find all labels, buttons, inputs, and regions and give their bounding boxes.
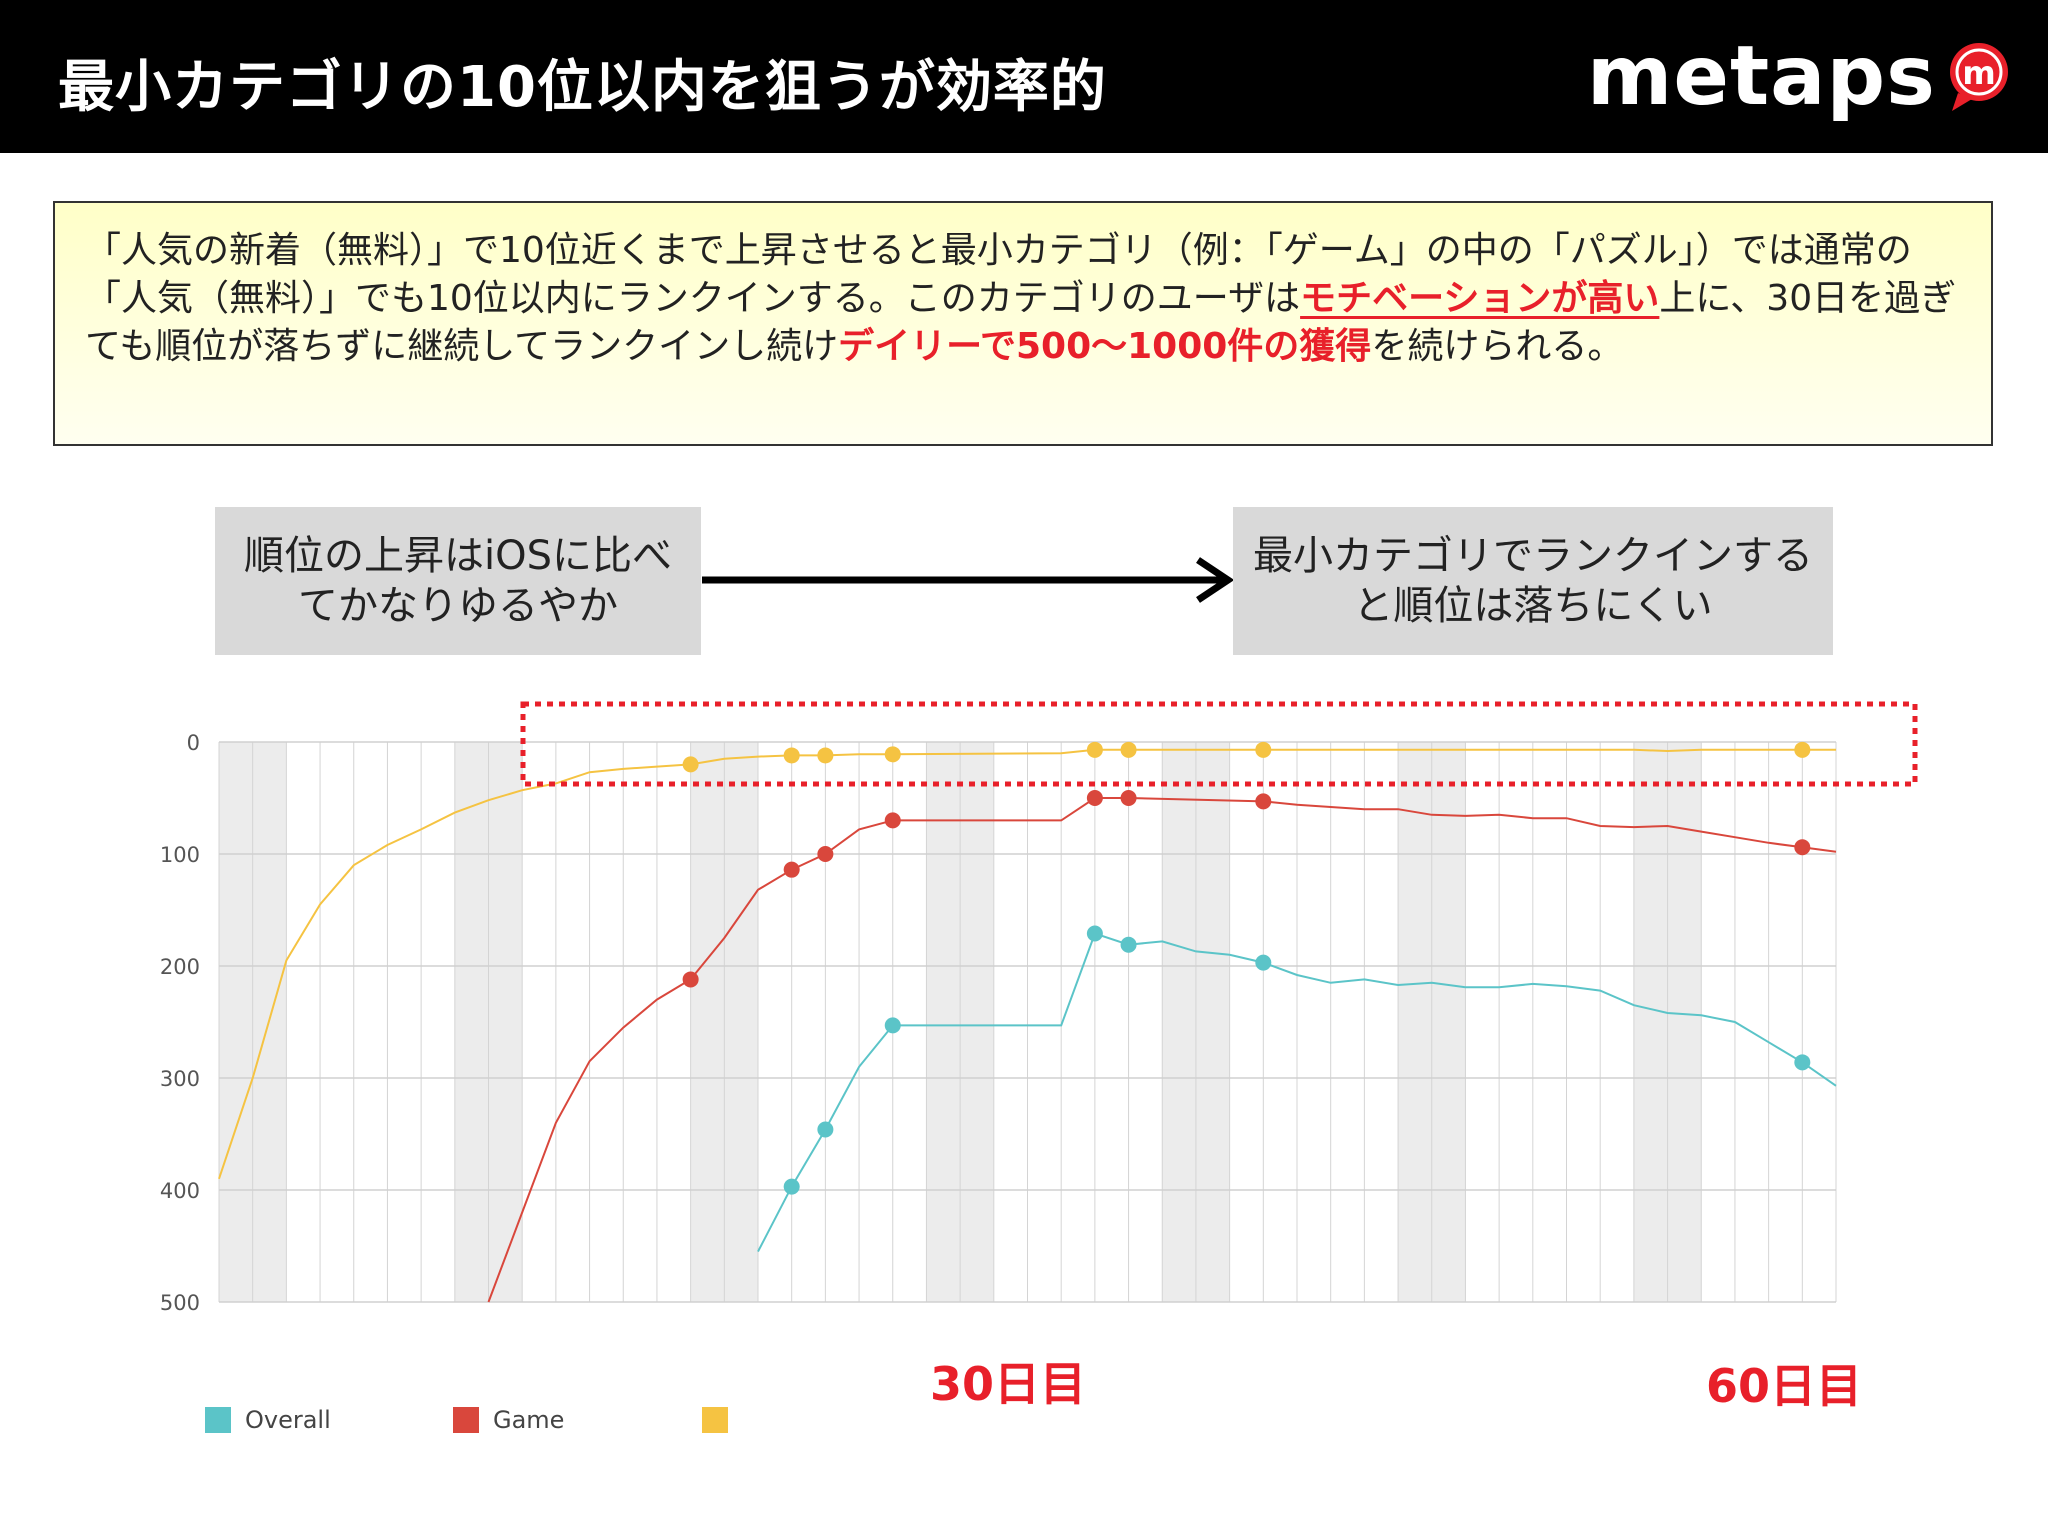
weekend-band — [1398, 742, 1432, 1302]
y-tick-label: 300 — [160, 1067, 200, 1091]
data-point-1 — [1255, 793, 1272, 810]
y-tick-label: 100 — [160, 843, 200, 867]
logo-mark-icon: m — [1950, 43, 2008, 111]
series-line-2 — [218, 748, 1836, 1180]
day-30-label: 30日目 — [930, 1357, 1087, 1411]
weekend-band — [724, 742, 758, 1302]
weekend-band — [690, 742, 725, 1302]
data-point-1 — [817, 846, 834, 862]
data-point-0 — [783, 1178, 800, 1195]
data-point-0 — [884, 1017, 901, 1034]
logo-text: metaps — [1586, 29, 1936, 124]
legend-swatch-subcategory — [702, 1407, 728, 1433]
info-text-3: を続けられる。 — [1371, 326, 1624, 367]
y-tick-label: 200 — [160, 955, 200, 979]
data-point-0 — [1086, 925, 1103, 942]
legend-swatch-overall — [205, 1407, 231, 1433]
legend-label-game: Game — [493, 1406, 565, 1434]
legend-item-game: Game — [453, 1402, 564, 1438]
logo-mark-letter: m — [1962, 54, 1995, 92]
arrow-right-icon — [702, 557, 1235, 603]
header-bar: 最小カテゴリの10位以内を狙うが効率的 metaps m — [0, 0, 2048, 153]
weekend-band — [960, 742, 994, 1302]
series-line-1 — [487, 797, 1837, 1303]
series-line-0 — [757, 932, 1837, 1253]
weekend-band — [219, 742, 253, 1302]
data-point-1 — [682, 971, 699, 988]
weekend-band — [1431, 742, 1466, 1302]
data-point-2 — [817, 747, 834, 764]
legend-swatch-game — [453, 1407, 479, 1433]
data-point-2 — [1120, 741, 1137, 758]
y-tick-label: 0 — [187, 731, 200, 755]
legend-item-overall: Overall — [205, 1402, 331, 1438]
callout-left: 順位の上昇はiOSに比べてかなりゆるやか — [215, 507, 701, 655]
info-text-2: 上に、30日を過ぎても順位が落ちずに継続してランクインし続け — [85, 278, 1957, 367]
ranking-chart: 0 100 200 300 400 500 — [160, 701, 1918, 1315]
callout-right: 最小カテゴリでランクインすると順位は落ちにくい — [1233, 507, 1833, 655]
info-text-1: 「人気の新着（無料）」で10位近くまで上昇させると最小カテゴリ（例：「ゲーム」の… — [85, 230, 1912, 319]
weekend-band — [1667, 742, 1702, 1302]
data-point-0 — [1794, 1054, 1811, 1071]
y-tick-label: 500 — [160, 1291, 200, 1315]
data-point-1 — [783, 861, 800, 878]
weekend-band — [1633, 742, 1668, 1302]
weekend-band — [454, 742, 489, 1302]
info-highlight-daily: デイリーで500～1000件の獲得 — [838, 326, 1372, 367]
day-60-label: 60日目 — [1706, 1359, 1863, 1413]
data-point-2 — [1255, 741, 1272, 758]
info-box: 「人気の新着（無料）」で10位近くまで上昇させると最小カテゴリ（例：「ゲーム」の… — [53, 201, 1993, 446]
y-tick-label: 400 — [160, 1179, 200, 1203]
info-highlight-motivation: モチベーションが高い — [1300, 278, 1660, 319]
highlight-box — [520, 701, 1918, 787]
weekend-band — [1195, 742, 1230, 1302]
data-point-1 — [1794, 839, 1811, 856]
data-point-0 — [817, 1121, 834, 1138]
weekend-band — [1162, 742, 1196, 1302]
page-title: 最小カテゴリの10位以内を狙うが効率的 — [58, 55, 1107, 120]
weekend-band — [926, 742, 961, 1302]
data-point-1 — [1120, 790, 1137, 806]
legend-item-subcategory — [702, 1402, 742, 1438]
data-point-2 — [1086, 741, 1103, 758]
data-point-1 — [884, 812, 901, 829]
legend-label-overall: Overall — [245, 1406, 331, 1434]
data-point-0 — [1120, 936, 1137, 953]
data-point-2 — [783, 747, 800, 764]
data-point-2 — [884, 746, 901, 763]
data-point-1 — [1086, 790, 1103, 806]
callout-right-text: 最小カテゴリでランクインすると順位は落ちにくい — [1253, 533, 1813, 629]
weekend-band — [488, 742, 523, 1302]
metaps-logo: metaps m — [1587, 34, 2014, 120]
data-point-2 — [682, 756, 699, 773]
data-point-0 — [1255, 954, 1272, 971]
data-point-2 — [1794, 741, 1811, 758]
callout-left-text: 順位の上昇はiOSに比べてかなりゆるやか — [244, 533, 672, 629]
